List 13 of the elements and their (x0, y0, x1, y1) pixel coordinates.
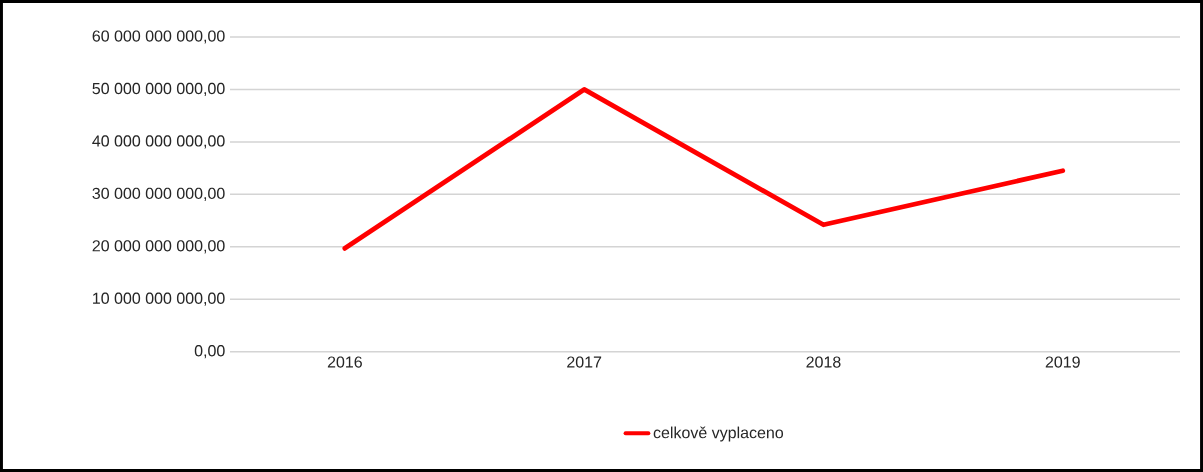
y-tick-label: 0,00 (194, 345, 225, 359)
y-tick-label: 50 000 000 000,00 (92, 82, 225, 97)
y-tick-label: 10 000 000 000,00 (93, 292, 225, 306)
y-tick-label: 30 000 000 000,00 (92, 187, 225, 201)
y-tick-label: 40 000 000 000,00 (92, 135, 225, 149)
y-tick-label: 20 000 000 000,00 (92, 240, 225, 254)
x-tick-label: 2018 (806, 356, 841, 368)
y-tick-label: 60 000 000 000,00 (92, 30, 225, 44)
line-series (342, 87, 1066, 251)
x-tick-label: 2017 (567, 356, 602, 368)
legend-label: celkově vyplaceno (653, 426, 784, 442)
x-tick-label: 2019 (1045, 356, 1080, 368)
x-tick-label: 2016 (327, 356, 362, 368)
